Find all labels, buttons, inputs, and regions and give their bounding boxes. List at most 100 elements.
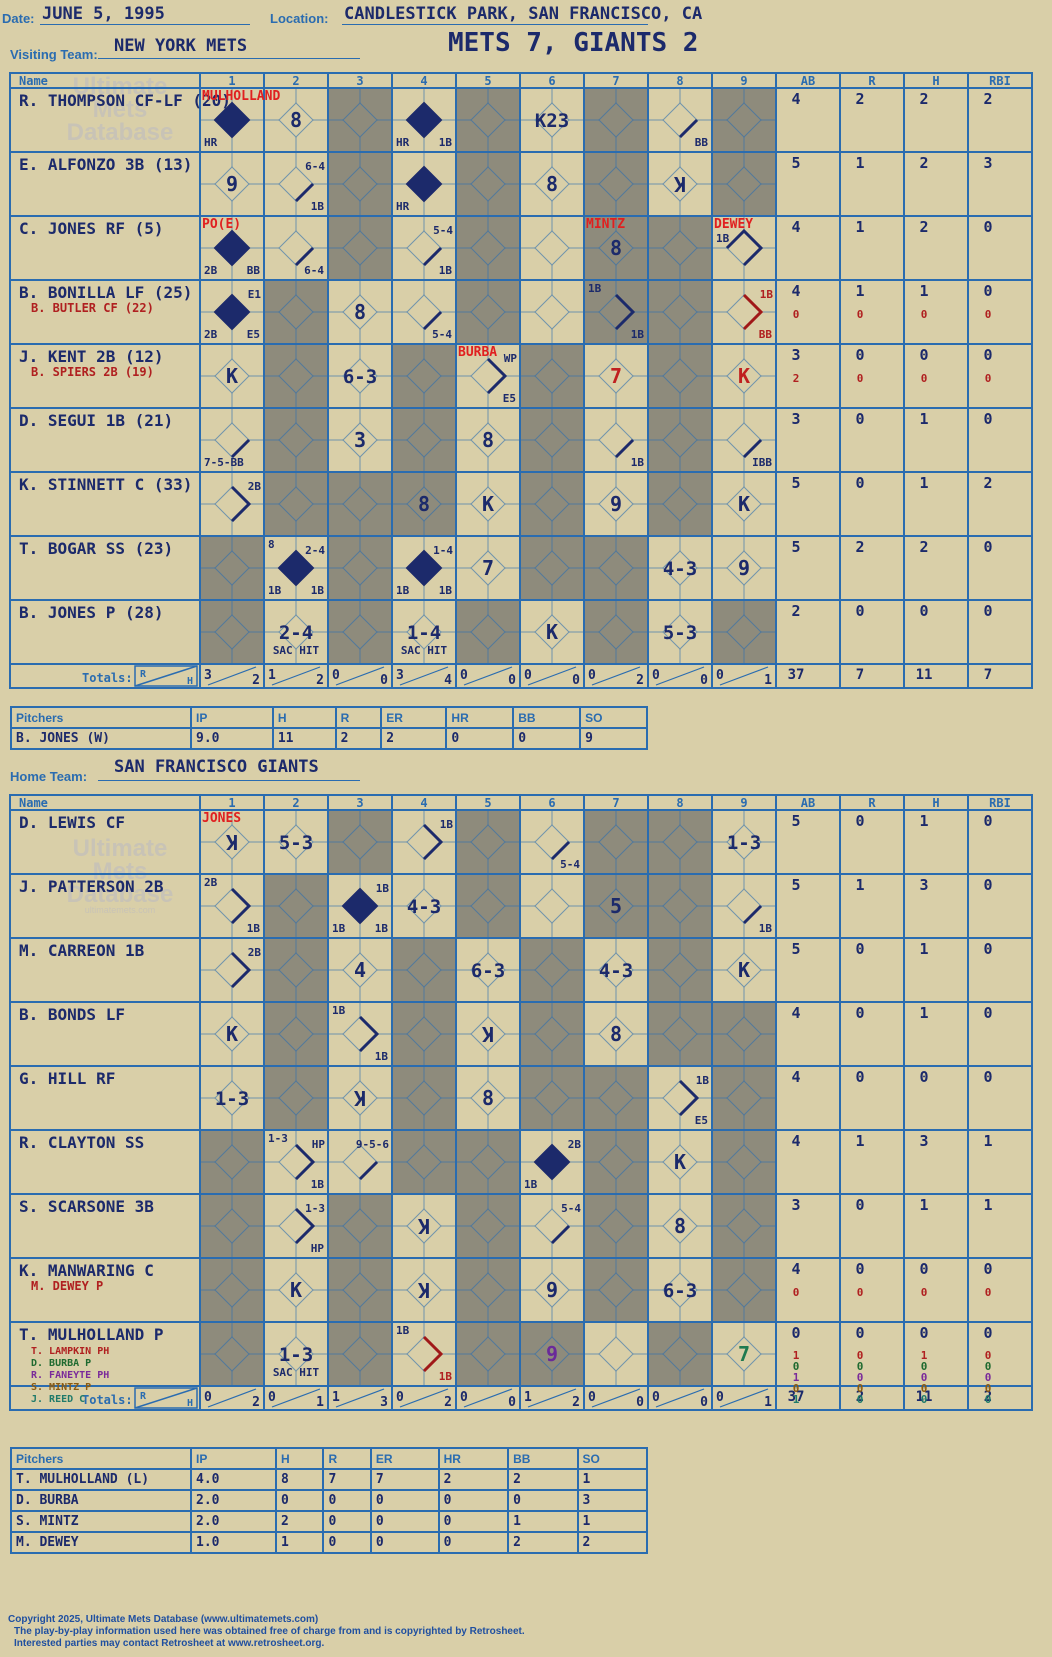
visiting-inning-total-slash: [463, 666, 513, 686]
visiting-play-note: 6-4: [304, 264, 324, 277]
visiting-play-notation: 5-3: [663, 622, 697, 644]
home-play-notation: K: [418, 1214, 430, 1238]
home-stat-value: 1: [919, 1196, 928, 1214]
home-pitcher-cell: 3: [576, 1489, 648, 1512]
visiting-sub-name: B. SPIERS 2B (19): [31, 365, 154, 379]
visiting-total-stat: 37: [788, 667, 805, 683]
home-stat-value: 0: [985, 1371, 992, 1384]
home-play-notation: K: [418, 1278, 430, 1302]
visiting-pitcher-cell: 11: [271, 727, 337, 750]
home-play-notation: 4-3: [407, 896, 441, 918]
home-inning-header: 4: [420, 796, 427, 810]
visiting-sac-hit-note: SAC HIT: [273, 644, 320, 657]
home-inning-total-slash: [271, 1388, 321, 1408]
visiting-play-notation: 1-4: [407, 622, 441, 644]
visiting-play-note: 2B: [204, 264, 218, 277]
visiting-play-notation: K: [546, 620, 558, 644]
home-stat-value: 0: [985, 1349, 992, 1362]
visiting-inning-runs: 3: [396, 668, 404, 683]
visiting-pitchers-header-cell: ER: [380, 706, 448, 729]
home-inning-total-slash: [655, 1388, 705, 1408]
visiting-stat-value: 2: [919, 90, 928, 108]
home-diamond-guide: [598, 1336, 634, 1372]
home-single-path: [742, 904, 763, 925]
home-pitcher-cell: 2: [437, 1468, 510, 1491]
visiting-home-run-diamond: [213, 101, 251, 139]
home-stat-value: 0: [855, 812, 864, 830]
home-inning-total-slash: [463, 1388, 513, 1408]
visiting-player-name: T. BOGAR SS (23): [19, 539, 173, 558]
home-sac-hit-note: SAC HIT: [273, 1366, 320, 1379]
visiting-scorecard: [9, 72, 1033, 689]
home-stat-value: 0: [857, 1360, 864, 1373]
home-inning-hits: 2: [252, 1395, 260, 1410]
final-score: METS 7, GIANTS 2: [448, 28, 699, 58]
visiting-diamond-guide: [726, 230, 762, 266]
visiting-single-path: [230, 438, 251, 459]
visiting-pitcher-cell: 9: [579, 727, 648, 750]
home-double-path: [422, 823, 444, 861]
visiting-play-note: 1B: [588, 282, 602, 295]
home-stat-value: 0: [855, 1004, 864, 1022]
home-pitcher-cell: 1.0: [189, 1531, 278, 1554]
home-player-name: B. BONDS LF: [19, 1005, 125, 1024]
visiting-play-note: 1B: [439, 264, 453, 277]
home-play-notation: 8: [674, 1214, 686, 1238]
visiting-stat-value: 0: [919, 602, 928, 620]
visiting-pitcher-cell: 9.0: [190, 727, 274, 750]
home-stat-value: 0: [919, 1260, 928, 1278]
visiting-play-note: 5-4: [432, 328, 452, 341]
visiting-player-name: D. SEGUI 1B (21): [19, 411, 173, 430]
visiting-play-notation: 8: [290, 108, 302, 132]
home-stat-value: 4: [791, 1004, 800, 1022]
visiting-totals-rh-box: [134, 665, 198, 687]
home-stat-value: 0: [921, 1360, 928, 1373]
home-pitcher-row: M. DEWEY 1.0 1 0 0 0 2 2: [10, 1531, 648, 1554]
visiting-inning-hits: 0: [700, 673, 708, 688]
home-inning-runs: 1: [524, 1390, 532, 1405]
visiting-play-note: IBB: [752, 456, 772, 469]
visiting-play-notation: 7: [610, 364, 622, 388]
visiting-play-note: 1B: [631, 328, 645, 341]
home-pitcher-cell: 0: [322, 1531, 372, 1554]
visiting-diamond-guide: [214, 422, 250, 458]
visiting-stat-value: 0: [983, 218, 992, 236]
home-stat-value: 1: [919, 812, 928, 830]
game-location: CANDLESTICK PARK, SAN FRANCISCO, CA: [344, 4, 703, 24]
home-pitchers-table: Pitchers IP H R ER HR BB SO T. MULHOLLAND (L) 4.0…: [10, 1447, 648, 1554]
home-scorecard: [9, 794, 1033, 1411]
home-double-path: [294, 1207, 316, 1245]
home-play-note: 5-4: [561, 1202, 581, 1215]
visiting-stat-value: 3: [791, 410, 800, 428]
home-pitcher-cell: 2: [275, 1510, 325, 1533]
visiting-play-note: 7-5-BB: [204, 456, 244, 469]
visiting-stat-value: 1: [919, 410, 928, 428]
home-stat-value: 0: [985, 1360, 992, 1373]
home-team-label: Home Team:: [10, 769, 88, 784]
home-stat-value: 4: [791, 1068, 800, 1086]
visiting-single-path: [294, 246, 315, 267]
visiting-stat-value: 0: [983, 410, 992, 428]
home-play-notation: K: [354, 1086, 366, 1110]
visiting-stat-value: 3: [791, 346, 800, 364]
home-stat-value: 0: [983, 1324, 992, 1342]
visiting-team-name: NEW YORK METS: [114, 36, 248, 56]
home-pitcher-cell: T. MULHOLLAND (L): [10, 1468, 192, 1491]
home-stat-value: 0: [793, 1360, 800, 1373]
visiting-play-notation: K23: [535, 110, 569, 132]
home-total-stat: 2: [856, 1389, 864, 1405]
home-stat-value: 0: [857, 1393, 864, 1406]
home-diamond-guide: [534, 824, 570, 860]
visiting-pitchers-table: Pitchers IP H R ER HR BB SO B. JONES (W) 9.0 11 2 2 0…: [10, 706, 648, 750]
visiting-pitcher-cell: 2: [334, 727, 383, 750]
visiting-sub-name: B. BUTLER CF (22): [31, 301, 154, 315]
home-pitcher-cell: 1: [507, 1510, 579, 1533]
visiting-single-path: [294, 182, 315, 203]
home-inning-hits: 1: [764, 1395, 772, 1410]
visiting-totals-h-label: H: [187, 676, 193, 687]
home-inning-header: 1: [228, 796, 235, 810]
footer-copyright: Copyright 2025, Ultimate Mets Database (…: [8, 1614, 319, 1625]
home-sub-name: D. BURBA P: [31, 1358, 91, 1369]
visiting-diamond-guide: [726, 294, 762, 330]
